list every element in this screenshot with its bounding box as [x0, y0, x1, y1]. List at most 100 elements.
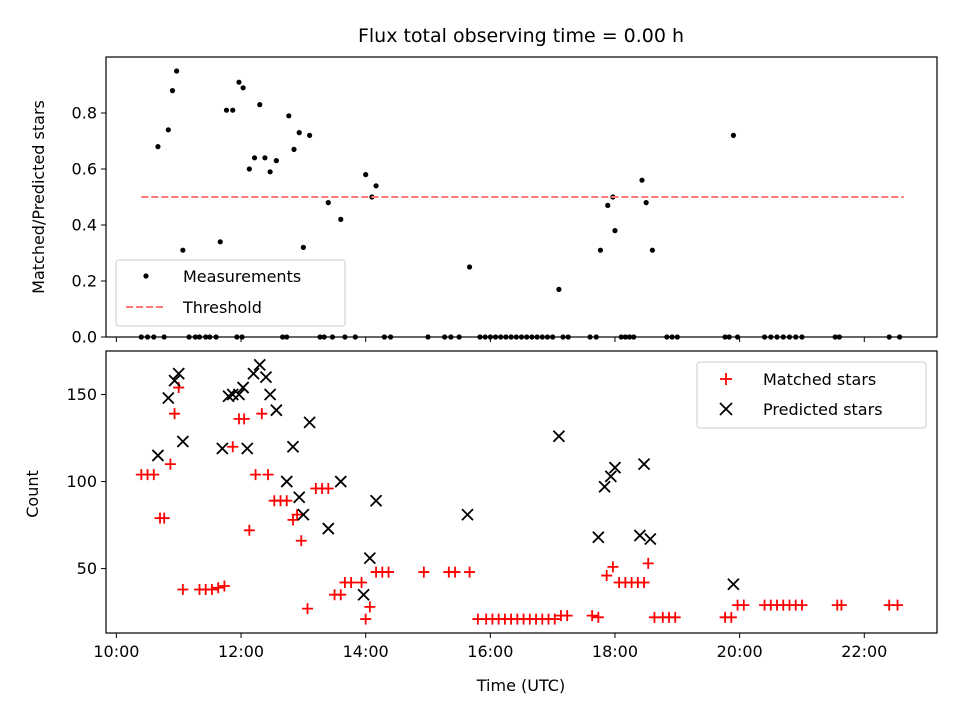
measurement-point: [639, 177, 645, 183]
matched-star-point: [250, 469, 262, 481]
legend-measurements-label: Measurements: [183, 267, 301, 286]
measurement-point: [257, 102, 263, 108]
y-tick-label: 0.4: [72, 216, 97, 235]
matched-star-point: [449, 566, 461, 578]
measurement-point: [325, 200, 331, 206]
measurement-point: [373, 183, 379, 189]
top-panel-y-label: Matched/Predicted stars: [29, 100, 48, 294]
predicted-star-point: [727, 578, 740, 591]
matched-star-point: [669, 611, 681, 623]
matched-star-point: [164, 458, 176, 470]
measurement-point: [612, 228, 618, 234]
predicted-star-point: [604, 470, 617, 483]
predicted-star-point: [172, 367, 185, 380]
x-tick-label: 22:00: [841, 642, 887, 661]
predicted-star-point: [322, 522, 335, 535]
predicted-star-point: [280, 475, 293, 488]
x-tick-label: 20:00: [717, 642, 763, 661]
measurement-point: [649, 247, 655, 253]
matched-star-point: [177, 583, 189, 595]
legend-matched-marker: [720, 373, 732, 385]
predicted-star-point: [644, 532, 657, 546]
matched-star-point: [238, 413, 250, 425]
matched-star-point: [345, 577, 357, 589]
matched-star-point: [360, 613, 372, 625]
matched-star-point: [302, 603, 314, 615]
x-tick-label: 12:00: [218, 642, 264, 661]
predicted-star-point: [222, 390, 235, 403]
matched-star-point: [169, 408, 181, 420]
predicted-star-point: [303, 416, 316, 429]
matched-star-point: [586, 610, 598, 622]
legend-measurements-marker: [143, 273, 149, 279]
predicted-star-point: [334, 475, 347, 488]
matched-star-point: [892, 599, 904, 611]
predicted-star-point: [232, 388, 246, 401]
predicted-star-point: [270, 404, 283, 417]
bottom-panel-frame: [105, 350, 938, 634]
measurement-point: [267, 169, 273, 175]
measurement-point: [236, 79, 242, 85]
top-panel-x-ticks: [115, 337, 865, 342]
predicted-star-point: [247, 367, 260, 380]
matched-star-point: [642, 557, 654, 569]
bottom-panel-x-ticks: 10:00 12:00 14:00 16:00 18:00 20:00 22:00: [93, 633, 887, 661]
measurement-point: [169, 88, 176, 94]
matched-star-point: [638, 577, 650, 589]
measurement-point: [174, 68, 180, 74]
matched-star-point: [383, 566, 395, 578]
chart-title: Flux total observing time = 0.00 h: [358, 25, 684, 47]
measurement-point: [240, 85, 246, 91]
top-panel: 0.00.20.40.60.8 Matched/Predicted stars …: [29, 56, 938, 347]
measurement-point: [296, 130, 302, 136]
y-tick-label: 0.2: [72, 272, 97, 291]
matched-star-point: [148, 469, 160, 481]
legend-matched-label: Matched stars: [763, 370, 876, 389]
predicted-star-point: [253, 358, 266, 372]
matched-star-point: [158, 512, 170, 524]
measurement-point: [556, 286, 562, 292]
predicted-star-point: [461, 508, 474, 521]
matched-star-point: [364, 601, 376, 613]
predicted-star-point: [162, 391, 175, 405]
matched-star-point: [796, 599, 808, 611]
matched-star-point: [227, 441, 239, 453]
matched-star-point: [464, 566, 476, 578]
matched-star-point: [418, 566, 430, 578]
matched-star-point: [725, 611, 737, 623]
measurement-point: [730, 132, 737, 138]
measurement-point: [605, 202, 611, 208]
x-axis-label: Time (UTC): [476, 676, 565, 695]
bottom-panel-marks: [135, 358, 904, 625]
predicted-star-point: [592, 531, 605, 544]
matched-star-point: [356, 577, 368, 589]
legend-predicted-marker: [719, 402, 733, 416]
matched-star-point: [549, 613, 561, 625]
measurement-point: [165, 127, 171, 133]
y-tick-label: 150: [66, 385, 97, 404]
predicted-star-point: [151, 449, 165, 462]
x-tick-label: 10:00: [93, 642, 139, 661]
measurement-point: [338, 216, 344, 222]
predicted-star-point: [259, 370, 273, 384]
bottom-legend: Matched stars Predicted stars: [696, 361, 927, 429]
bottom-legend-box: [696, 361, 927, 429]
measurement-point: [306, 132, 313, 138]
x-tick-label: 16:00: [467, 642, 513, 661]
matched-star-point: [607, 561, 619, 573]
measurement-point: [643, 200, 649, 206]
measurement-point: [286, 113, 292, 119]
bottom-panel-y-ticks: 50 100 150: [66, 385, 106, 578]
measurement-point: [597, 247, 604, 253]
predicted-star-point: [297, 508, 310, 521]
x-tick-label: 18:00: [592, 642, 638, 661]
measurement-point: [217, 239, 223, 245]
matched-star-point: [243, 524, 255, 536]
bottom-panel: 50 100 150 10:00 12:00 14:00 16:00 18:00 20:00 2…: [23, 350, 938, 695]
y-tick-label: 100: [66, 472, 97, 491]
predicted-star-point: [369, 494, 383, 507]
predicted-star-point: [633, 529, 647, 542]
predicted-star-point: [263, 388, 277, 401]
y-tick-label: 0.0: [72, 328, 97, 347]
